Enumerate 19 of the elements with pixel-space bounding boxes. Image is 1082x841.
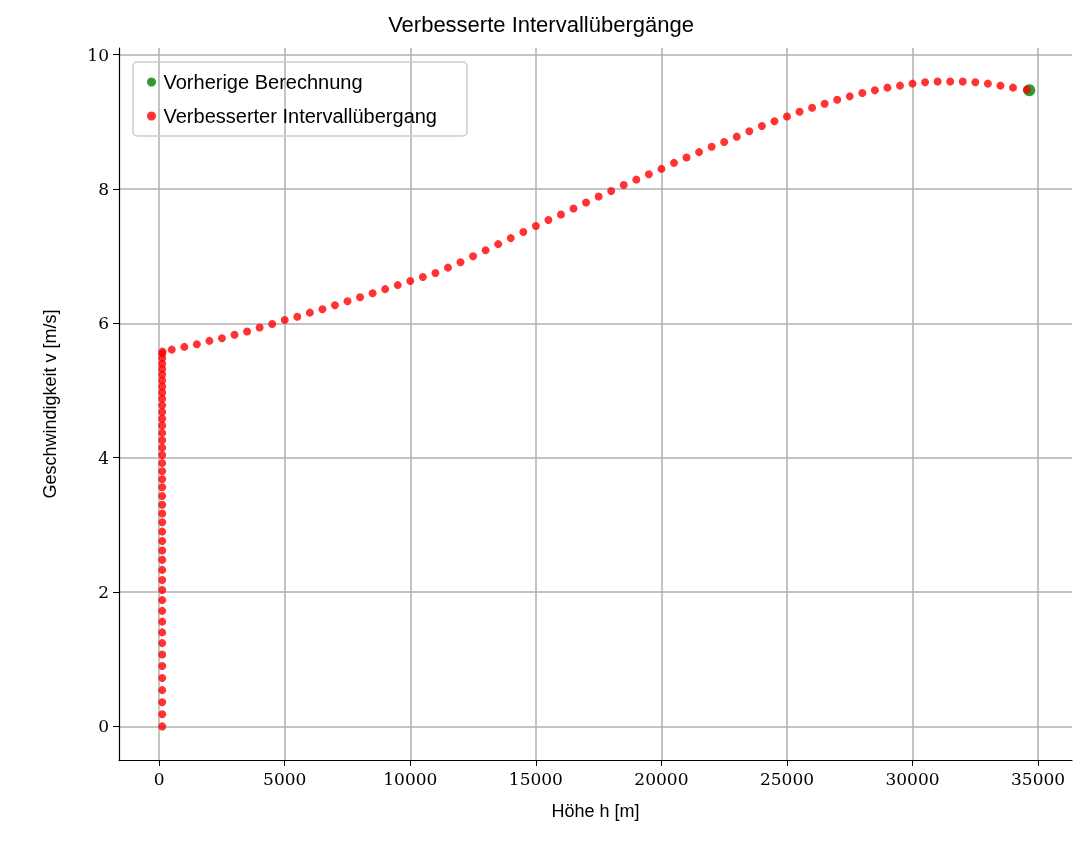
x-tick-label: 15000 bbox=[508, 768, 563, 789]
y-tick-label: 6 bbox=[98, 313, 109, 334]
y-tick-label: 0 bbox=[98, 716, 109, 737]
x-tick-label: 5000 bbox=[263, 768, 307, 789]
legend-label: Verbesserter Intervallübergang bbox=[163, 105, 437, 127]
x-tick-label: 35000 bbox=[1011, 768, 1066, 789]
x-axis-title: Höhe h [m] bbox=[551, 801, 640, 821]
x-tick-label: 20000 bbox=[634, 768, 689, 789]
x-tick-label: 0 bbox=[153, 768, 165, 789]
y-tick-label: 2 bbox=[98, 582, 109, 603]
legend-label: Vorherige Berechnung bbox=[163, 71, 363, 93]
x-tick-label: 30000 bbox=[885, 768, 940, 789]
chart-title: Verbesserte Intervallübergänge bbox=[388, 11, 694, 37]
x-tick-label: 10000 bbox=[383, 768, 438, 789]
y-tick-label: 8 bbox=[98, 179, 109, 200]
x-tick-label: 25000 bbox=[759, 768, 815, 789]
y-tick-label: 4 bbox=[98, 447, 109, 468]
y-axis-title: Geschwindigkeit v [m/s] bbox=[40, 309, 60, 499]
y-tick-label: 10 bbox=[87, 44, 109, 65]
